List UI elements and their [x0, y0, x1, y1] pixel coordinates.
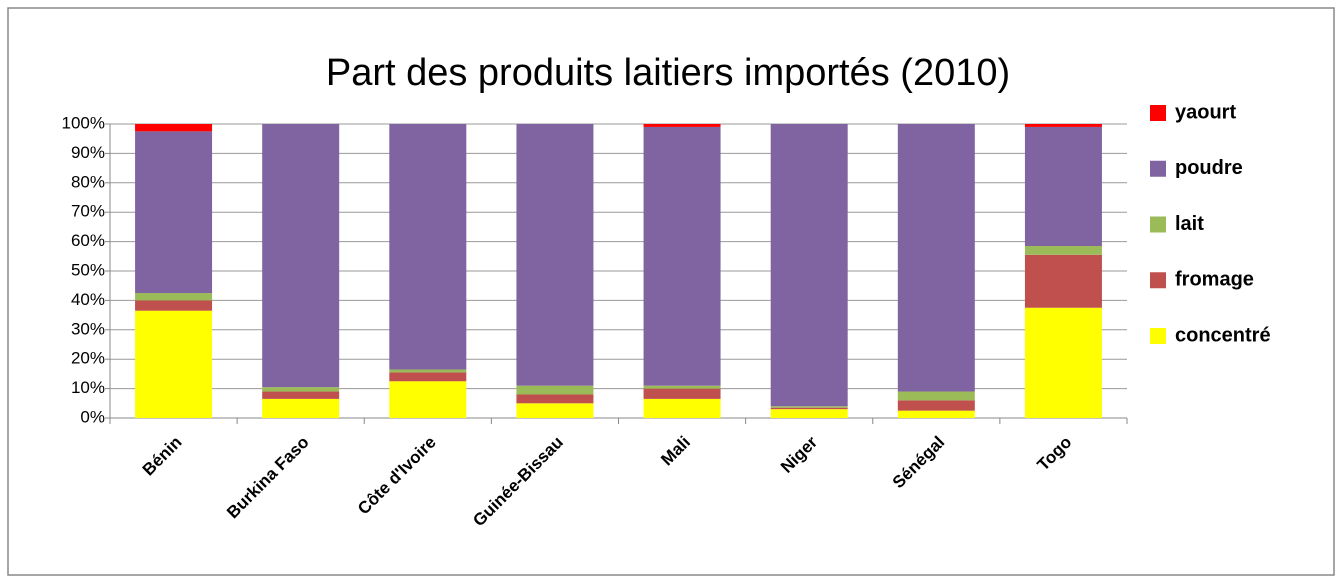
bar-segment: [135, 300, 213, 311]
y-tick-label: 30%: [71, 319, 105, 338]
legend-swatch: [1150, 160, 1166, 177]
bar-segment: [135, 124, 213, 132]
bar-segment: [135, 131, 213, 294]
bar-segment: [389, 381, 467, 418]
bar-segment: [897, 124, 975, 392]
bar-segment: [389, 372, 467, 382]
bar-segment: [643, 398, 721, 418]
y-tick-label: 0%: [80, 407, 105, 426]
bar-segment: [770, 407, 848, 410]
y-tick-label: 60%: [71, 231, 105, 250]
bar-segment: [516, 394, 594, 404]
y-tick-label: 70%: [71, 202, 105, 221]
chart-title: Part des produits laitiers importés (201…: [326, 52, 1010, 94]
bar-segment: [516, 403, 594, 418]
bar-segment: [770, 124, 848, 407]
legend-label: poudre: [1175, 157, 1243, 179]
bar-segment: [135, 293, 213, 301]
legend-label: yaourt: [1175, 101, 1236, 123]
y-tick-label: 20%: [71, 349, 105, 368]
bar-segment: [897, 391, 975, 401]
y-tick-label: 40%: [71, 290, 105, 309]
bar-segment: [262, 124, 340, 388]
legend-label: lait: [1175, 213, 1204, 235]
legend-swatch: [1150, 328, 1166, 344]
bar-segment: [389, 124, 467, 370]
bar-segment: [389, 369, 467, 373]
bar-segment: [1024, 254, 1102, 308]
legend-label: fromage: [1175, 269, 1254, 291]
y-tick-label: 90%: [71, 143, 105, 162]
y-tick-label: 80%: [71, 172, 105, 191]
legend-swatch: [1150, 272, 1166, 289]
bar-segment: [516, 124, 594, 386]
bar-segment: [262, 391, 340, 399]
bar-segment: [643, 388, 721, 399]
bar-segment: [1024, 124, 1102, 127]
legend-label: concentré: [1175, 324, 1271, 346]
bar-segment: [1024, 307, 1102, 418]
y-tick-label: 50%: [71, 260, 105, 279]
bar-segment: [262, 387, 340, 392]
y-tick-label: 10%: [71, 378, 105, 397]
bar-segment: [897, 400, 975, 411]
y-tick-label: 100%: [62, 113, 105, 132]
bar-segment: [1024, 246, 1102, 255]
legend-swatch: [1150, 105, 1166, 121]
bar-segment: [516, 385, 594, 395]
bar-segment: [643, 124, 721, 127]
bar-segment: [770, 406, 848, 408]
legend-swatch: [1150, 216, 1166, 233]
bar-segment: [135, 310, 213, 418]
bar-segment: [1024, 126, 1102, 247]
bar-segment: [262, 398, 340, 418]
bar-segment: [897, 410, 975, 418]
bar-segment: [643, 126, 721, 386]
bar-segment: [643, 385, 721, 389]
bar-segment: [770, 409, 848, 418]
